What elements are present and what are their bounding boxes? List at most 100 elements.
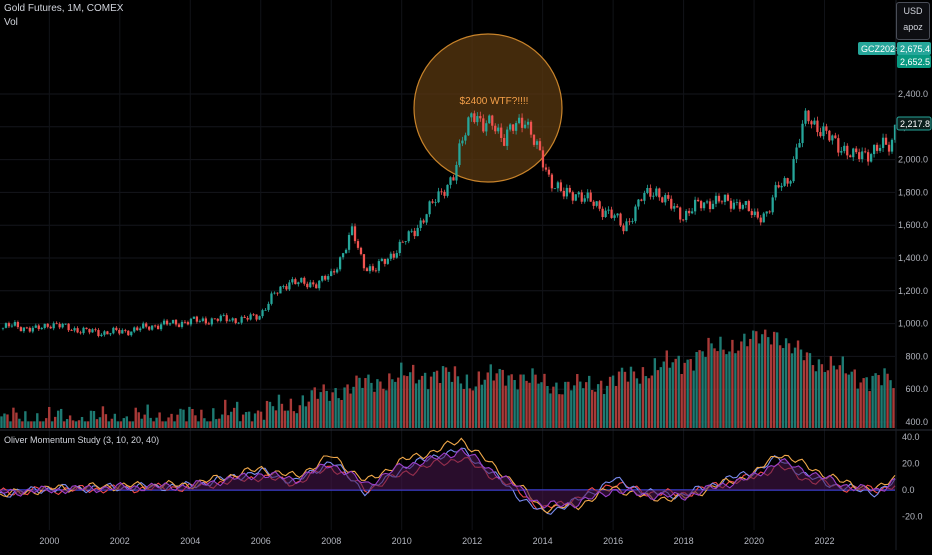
volume-bar <box>796 340 800 428</box>
volume-bar <box>459 383 463 428</box>
candle-body <box>341 253 345 258</box>
candle-body <box>118 330 121 334</box>
candle-body <box>747 201 750 212</box>
candle-body <box>180 321 184 327</box>
volume-bar <box>95 419 99 428</box>
candle-body <box>631 221 634 223</box>
indicator-label[interactable]: Oliver Momentum Study (3, 10, 20, 40) <box>4 435 159 445</box>
candle-body <box>517 117 521 124</box>
volume-bar <box>310 390 313 428</box>
contract-badge[interactable]: GCZ2024 <box>858 42 900 55</box>
candle-body <box>849 155 852 158</box>
candle-body <box>589 192 592 202</box>
candle-body <box>371 266 375 271</box>
volume-bar <box>36 413 39 428</box>
candle-body <box>655 188 658 196</box>
candle-body <box>177 324 181 327</box>
volume-bar <box>227 415 230 428</box>
volume-bar <box>119 421 123 428</box>
candle-body <box>365 268 369 272</box>
candle-body <box>458 143 461 166</box>
candle-body <box>395 253 398 258</box>
volume-bar <box>232 407 236 428</box>
candle-body <box>282 286 285 287</box>
volume-bar <box>683 362 686 428</box>
volume-bar <box>48 406 51 428</box>
candle-body <box>556 182 560 189</box>
candle-body <box>186 322 190 325</box>
candle-body <box>288 282 291 290</box>
secondary-price-badge[interactable]: 2,652.5 <box>897 55 931 68</box>
volume-bar <box>787 343 791 428</box>
pane-price-badge[interactable]: 2,217.8 <box>896 116 932 131</box>
volume-bar <box>647 378 651 428</box>
candle-body <box>264 309 267 311</box>
volume-bar <box>704 357 707 428</box>
candle-body <box>344 249 348 254</box>
candle-body <box>705 201 709 203</box>
currency-label: USD <box>903 6 923 16</box>
volume-bar <box>513 380 516 428</box>
volume-bar <box>781 348 785 428</box>
annotation-text[interactable]: $2400 WTF?!!!! <box>460 96 529 107</box>
candle-body <box>315 284 318 289</box>
volume-bar <box>274 410 278 428</box>
candle-body <box>362 254 366 269</box>
candle-body <box>723 194 727 202</box>
volume-bar <box>635 378 639 428</box>
candle-body <box>535 141 539 145</box>
volume-bar <box>692 370 695 428</box>
candle-body <box>121 330 124 334</box>
volume-bar <box>555 382 558 428</box>
symbol-title[interactable]: Gold Futures, 1M, COMEX <box>4 3 124 14</box>
candle-body <box>774 185 777 198</box>
candle-body <box>547 169 551 175</box>
osc-tick-label: -20.0 <box>902 512 923 522</box>
volume-bar <box>844 373 847 428</box>
volume-bar <box>525 380 528 428</box>
volume-bar <box>820 364 824 428</box>
candle-body <box>610 209 613 218</box>
volume-bar <box>644 376 648 428</box>
candle-body <box>622 225 625 232</box>
volume-bar <box>516 389 519 428</box>
volume-bar <box>355 375 358 428</box>
volume-bar <box>346 384 349 428</box>
volume-bar <box>200 409 203 428</box>
candle-body <box>347 234 351 250</box>
candle-body <box>726 194 730 201</box>
last-price-badge[interactable]: 2,675.4 <box>897 42 931 55</box>
volume-label[interactable]: Vol <box>4 17 18 28</box>
volume-bar <box>764 329 767 428</box>
volume-bar <box>221 414 224 428</box>
candle-body <box>780 185 783 188</box>
osc-tick-label: 0.0 <box>902 485 915 495</box>
volume-bar <box>826 370 830 428</box>
candle-body <box>574 194 577 201</box>
candle-body <box>434 202 437 203</box>
candle-body <box>855 148 858 153</box>
candle-body <box>568 187 571 193</box>
volume-bar <box>576 374 579 428</box>
candle-body <box>279 286 282 294</box>
volume-bar <box>626 381 630 428</box>
candle-body <box>601 208 604 218</box>
candle-body <box>732 202 736 209</box>
volume-bar <box>480 384 484 428</box>
volume-bar <box>241 414 245 428</box>
time-tick-label: 2022 <box>815 536 835 546</box>
currency-unit-selector[interactable]: USD apoz <box>896 2 930 40</box>
volume-bar <box>772 331 776 428</box>
candle-body <box>476 116 479 123</box>
volume-bar <box>447 371 451 428</box>
candle-body <box>595 201 598 206</box>
candle-body <box>646 187 649 193</box>
candle-body <box>273 292 276 294</box>
candle-body <box>148 326 151 330</box>
candle-body <box>491 115 494 126</box>
volume-bar <box>235 401 239 428</box>
price-tick-label: 1,600.0 <box>898 220 928 230</box>
volume-bar <box>841 356 844 428</box>
candle-body <box>261 310 264 317</box>
